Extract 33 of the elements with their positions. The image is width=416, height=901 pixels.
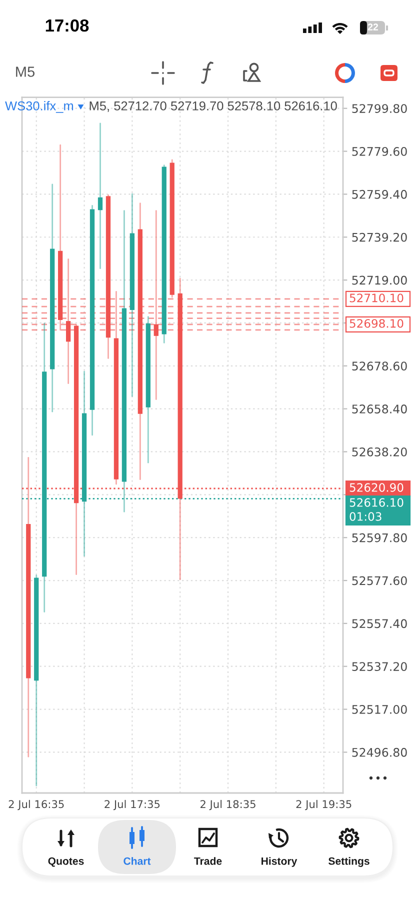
- text: M5: [16, 66, 35, 77]
- x-tick-label: 2 Jul 19:35: [296, 800, 352, 810]
- y-tick-label: 52496.80: [352, 748, 407, 757]
- chart-subtitle: M5, 52712.70 52719.70 52578.10 52616.10: [90, 101, 337, 112]
- text: Quotes: [48, 857, 84, 867]
- y-tick-label: 52779.60: [352, 146, 407, 156]
- y-tick-label: 52638.20: [352, 447, 407, 456]
- text: 01:03: [350, 512, 382, 521]
- ref-line-label: 52710.10: [350, 294, 404, 302]
- ref-line-label: 52620.90: [350, 483, 404, 492]
- y-tick-label: 52678.60: [352, 362, 407, 371]
- y-tick-label: 52799.80: [352, 104, 407, 114]
- y-tick-label: 52517.00: [352, 705, 407, 714]
- y-tick-label: 52577.60: [352, 576, 407, 586]
- text: Trade: [194, 857, 222, 865]
- text: Settings: [328, 857, 370, 867]
- y-tick-label: 52557.40: [352, 619, 407, 628]
- text: History: [262, 857, 298, 867]
- text: 17:08: [46, 19, 89, 32]
- chart-title: WS30.ifx_m: [5, 101, 74, 113]
- y-tick-label: 52658.40: [352, 404, 407, 414]
- y-tick-label: 52739.20: [352, 232, 407, 242]
- y-tick-label: 52537.20: [352, 662, 407, 672]
- ref-line-label: 52616.10: [350, 498, 404, 507]
- x-tick-label: 2 Jul 16:35: [8, 800, 64, 810]
- y-tick-label: 52719.00: [352, 276, 407, 285]
- ref-line-label: 52698.10: [350, 319, 404, 328]
- x-tick-label: 2 Jul 18:35: [200, 800, 256, 810]
- text: Chart: [124, 857, 151, 865]
- y-tick-label: 52597.80: [352, 533, 407, 542]
- x-tick-label: 2 Jul 17:35: [104, 800, 160, 810]
- y-tick-label: 52759.40: [352, 190, 407, 199]
- text: 22: [368, 24, 378, 30]
